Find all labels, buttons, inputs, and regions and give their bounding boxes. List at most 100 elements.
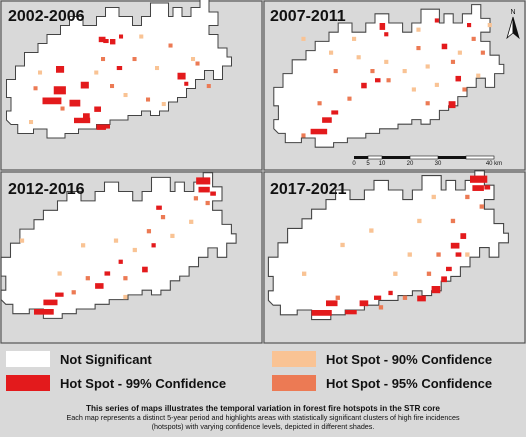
legend-hot-90: Hot Spot - 90% Confidence [272,351,492,367]
hotspot-cell-99 [310,128,328,135]
hotspot-cell-99 [322,117,332,123]
hotspot-cell-99 [43,299,58,306]
hotspot-cell-95 [425,101,430,106]
hotspot-cell-99 [441,43,448,50]
panel-3-title: 2012-2016 [8,181,85,198]
hotspot-cell-90 [434,82,439,87]
hotspot-cell-99 [384,32,389,37]
hotspot-cell-99 [56,66,65,73]
hotspot-cell-95 [146,97,151,102]
hotspot-cell-90 [352,36,357,41]
hotspot-cell-99 [434,18,439,23]
hotspot-cell-95 [33,86,38,91]
map-panel-4 [267,169,510,321]
hotspot-cell-90 [407,252,412,257]
legend-label-hot-95: Hot Spot - 95% Confidence [326,375,493,391]
hotspot-cell-99 [455,75,462,82]
hotspot-cell-90 [57,271,62,276]
hotspot-cell-99 [34,309,54,315]
hotspot-cell-90 [476,73,481,78]
hotspot-cell-90 [402,69,407,74]
hotspot-cell-95 [60,106,65,111]
hotspot-cell-95 [205,200,210,206]
hotspot-cell-99 [470,175,488,183]
hotspot-cell-90 [416,27,421,32]
hotspot-cell-99 [156,205,162,210]
hotspot-cell-90 [113,238,119,243]
hotspot-cell-90 [425,64,430,69]
hotspot-cell-99 [177,72,186,80]
hotspot-cell-90 [301,36,306,41]
hotspot-cell-90 [132,247,137,253]
hotspot-cell-95 [168,43,173,48]
hotspot-cell-99 [417,295,426,302]
hotspot-cell-99 [446,266,452,272]
hotspot-cell-90 [393,271,398,276]
legend-hot-95: Hot Spot - 95% Confidence [272,375,492,391]
hotspot-cell-90 [139,34,144,39]
map-panels: 2002-2006 2007-2011 2012-2016 2017-2021 … [0,0,526,344]
hotspot-cell-99 [379,23,386,30]
hotspot-cell-95 [101,57,106,62]
hotspot-cell-95 [402,295,408,300]
hotspot-cell-95 [195,61,200,66]
hotspot-cell-99 [55,292,64,297]
hotspot-cell-99 [42,97,62,105]
hotspot-cell-90 [431,194,436,200]
hotspot-cell-99 [196,177,211,185]
legend-hot-99: Hot Spot - 99% Confidence [6,375,226,391]
hotspot-cell-90 [29,120,34,125]
hotspot-cell-95 [370,69,375,74]
hotspot-cell-95 [335,295,340,300]
hotspot-cell-99 [119,34,124,39]
hotspot-cell-90 [329,50,334,55]
hotspot-cell-90 [465,252,470,257]
hotspot-cell-99 [210,191,216,196]
hotspot-cell-99 [80,81,89,89]
hotspot-cell-99 [103,39,109,44]
hotspot-cell-99 [110,39,116,45]
caption-title: This series of maps illustrates the temp… [86,404,440,413]
hotspot-cell-90 [123,294,128,300]
hotspot-cell-90 [81,243,86,248]
hotspot-cell-90 [170,233,175,239]
hotspot-cell-99 [96,124,106,130]
hotspot-cell-99 [388,290,393,296]
legend-not-significant: Not Significant [6,351,152,367]
hotspot-cell-95 [193,196,199,201]
hotspot-cell-95 [436,252,441,257]
hotspot-cell-99 [460,233,467,239]
hotspot-cell-99 [345,310,357,315]
hotspot-cell-90 [487,23,492,28]
hotspot-cell-90 [155,66,160,71]
hotspot-cell-95 [416,46,421,51]
hotspot-cell-99 [98,36,106,43]
hotspot-cell-99 [184,81,189,86]
hotspot-cell-99 [455,252,462,257]
hotspot-cell-90 [161,102,166,107]
hotspot-cell-99 [331,110,339,115]
hotspot-cell-90 [123,93,128,98]
scale-tick-30: 30 [435,161,442,167]
scale-tick-10: 10 [379,161,386,167]
hotspot-cell-99 [484,185,491,190]
legend-label-not-significant: Not Significant [60,351,152,367]
hotspot-cell-90 [38,70,43,75]
hotspot-cell-99 [116,66,123,71]
hotspot-cell-95 [123,276,128,281]
hotspot-cell-95 [347,96,352,101]
legend-swatch-not-significant [6,351,50,367]
hotspot-cell-90 [302,271,307,276]
hotspot-cell-99 [361,82,367,89]
north-label: N [510,9,515,16]
legend-label-hot-90: Hot Spot - 90% Confidence [326,351,493,367]
hotspot-cell-99 [103,124,110,129]
hotspot-cell-95 [426,271,432,276]
hotspot-cell-90 [417,218,422,224]
hotspot-cell-99 [198,186,210,193]
hotspot-cell-99 [431,286,441,294]
hotspot-cell-99 [118,259,123,264]
hotspot-cell-90 [457,50,462,55]
hotspot-cell-95 [85,276,90,281]
hotspot-cell-95 [110,84,115,89]
